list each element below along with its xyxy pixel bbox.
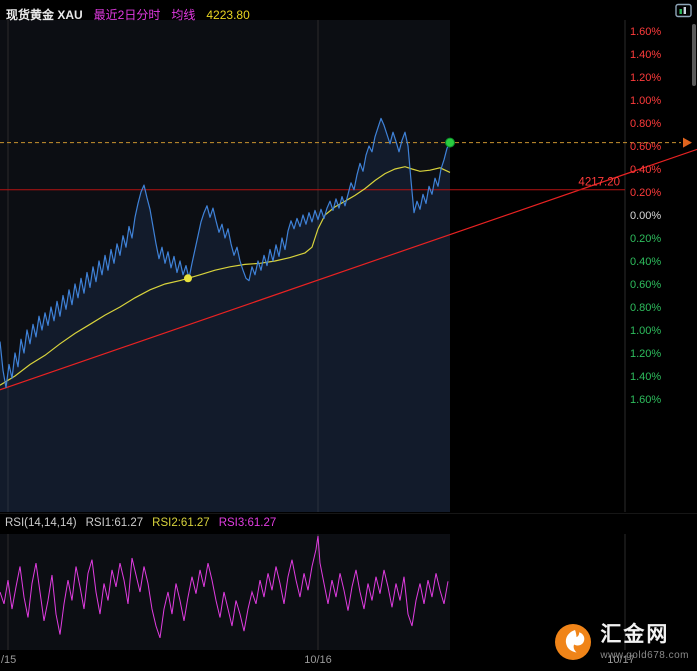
period-label[interactable]: 最近2日分时 — [93, 8, 161, 22]
y-axis-tick-label: 0.20% — [630, 187, 661, 199]
current-price-dot — [445, 137, 455, 148]
y-axis-tick-label: 1.40% — [630, 49, 661, 61]
price-line — [0, 117, 451, 389]
panel-divider — [0, 513, 697, 514]
x-axis-date-label: 10/17 — [607, 654, 635, 666]
rsi1-value: RSI1:61.27 — [85, 517, 144, 529]
rsi-header: RSI(14,14,14) RSI1:61.27 RSI2:61.27 RSI3… — [5, 517, 276, 529]
y-axis-tick-label: 0.40% — [630, 256, 661, 268]
brand-flame-icon — [555, 624, 592, 660]
rsi-indicator-name[interactable]: RSI(14,14,14) — [5, 517, 77, 529]
scrollbar-thumb[interactable] — [692, 24, 696, 86]
ma-label: 均线 — [171, 8, 196, 22]
price-area-fill — [0, 118, 450, 513]
y-axis-tick-label: 0.20% — [630, 233, 661, 245]
y-axis-tick-label: 0.60% — [630, 279, 661, 291]
rsi-line — [0, 535, 449, 639]
y-axis-tick-label: 0.80% — [630, 302, 661, 314]
y-axis-tick-label: 0.60% — [630, 141, 661, 153]
rsi3-value: RSI3:61.27 — [218, 517, 277, 529]
brand-name: 汇金网 — [600, 623, 670, 647]
session-background — [0, 20, 450, 512]
ma-value: 4223.80 — [206, 8, 250, 22]
y-axis-tick-label: 1.40% — [630, 371, 661, 383]
y-axis-tick-label: 0.40% — [630, 164, 661, 176]
rsi-session-background — [0, 534, 450, 650]
y-axis-tick-label: 1.60% — [630, 26, 661, 38]
rsi2-value: RSI2:61.27 — [152, 517, 210, 529]
symbol-title: 现货黄金 XAU — [6, 8, 83, 22]
popout-icon[interactable] — [675, 3, 693, 18]
brand-watermark[interactable]: 汇金网 www.gold678.com — [554, 623, 689, 661]
y-axis-tick-label: 1.00% — [630, 95, 661, 107]
x-axis-date-label: /15 — [1, 654, 16, 666]
y-axis-tick-label: 1.00% — [630, 325, 661, 337]
y-axis-tick-label: 1.20% — [630, 348, 661, 360]
y-axis-tick-label: 1.60% — [630, 394, 661, 406]
reference-price-label: 4217.20 — [578, 177, 620, 189]
y-axis-tick-label: 1.20% — [630, 72, 661, 84]
y-axis-tick-label: 0.00% — [630, 210, 661, 222]
chart-header: 现货黄金 XAU 最近2日分时 均线 4223.80 — [6, 6, 250, 23]
y-axis-tick-label: 0.80% — [630, 118, 661, 130]
x-axis-date-label: 10/16 — [304, 654, 332, 666]
current-price-marker-arrow — [683, 137, 692, 148]
brand-site-url: www.gold678.com — [600, 649, 689, 661]
ma-marker-dot — [184, 274, 192, 283]
